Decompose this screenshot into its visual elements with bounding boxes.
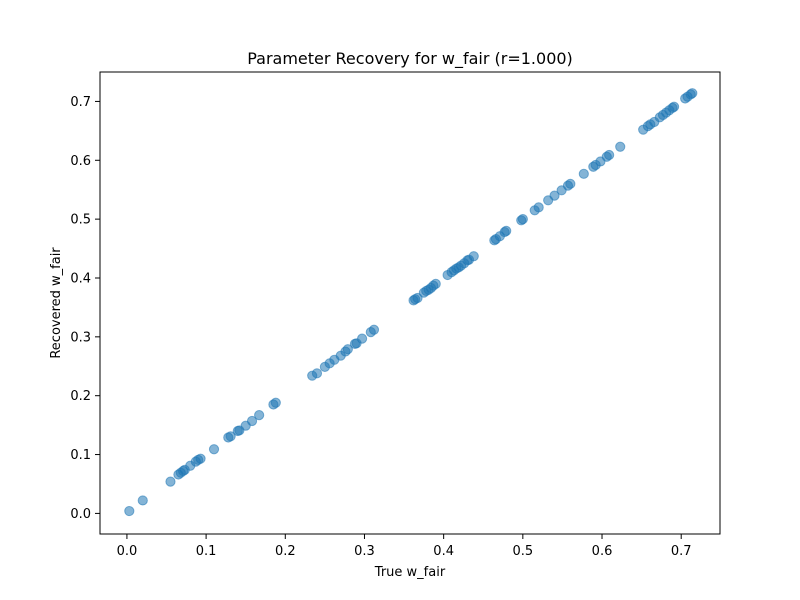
x-tick-label: 0.5 (512, 544, 533, 559)
data-point (368, 324, 380, 335)
data-point (430, 278, 441, 289)
data-point (517, 214, 528, 225)
x-tick-label: 0.2 (275, 544, 296, 559)
x-axis-label: True w_fair (374, 565, 446, 580)
data-point (225, 431, 236, 442)
data-point (356, 333, 368, 344)
data-point (165, 476, 176, 487)
data-point (270, 397, 281, 408)
data-point (254, 410, 265, 421)
x-ticks: 0.0 0.1 0.2 0.3 0.4 0.5 0.6 0.7 (117, 534, 692, 559)
x-tick-label: 0.6 (592, 544, 613, 559)
data-point (311, 368, 323, 379)
y-tick-label: 0.5 (70, 213, 91, 228)
data-point (501, 225, 512, 236)
data-point (208, 444, 220, 455)
x-tick-label: 0.0 (117, 544, 138, 559)
data-point (468, 251, 479, 262)
data-point (124, 505, 135, 517)
y-tick-label: 0.7 (70, 95, 91, 110)
data-point (246, 415, 258, 427)
y-tick-label: 0.6 (70, 154, 91, 169)
data-point (615, 141, 626, 152)
x-tick-label: 0.1 (196, 544, 217, 559)
data-point (668, 101, 680, 112)
chart-title: Parameter Recovery for w_fair (r=1.000) (247, 49, 573, 69)
y-tick-label: 0.1 (70, 448, 91, 463)
y-tick-label: 0.4 (70, 271, 91, 286)
data-point (604, 149, 615, 161)
y-tick-label: 0.2 (70, 389, 91, 404)
x-tick-label: 0.3 (354, 544, 375, 559)
data-point (687, 88, 698, 99)
points-layer (124, 88, 698, 517)
data-point (137, 495, 148, 506)
data-point (195, 453, 206, 464)
data-point (549, 190, 560, 201)
data-point (578, 168, 589, 179)
data-point (565, 178, 576, 189)
x-tick-label: 0.7 (671, 544, 692, 559)
y-tick-label: 0.0 (70, 507, 91, 522)
data-point (533, 202, 544, 213)
data-point (342, 344, 353, 355)
x-tick-label: 0.4 (433, 544, 454, 559)
y-tick-label: 0.3 (70, 330, 91, 345)
y-ticks: 0.0 0.1 0.2 0.3 0.4 0.5 0.6 0.7 (70, 95, 100, 522)
plot-frame (99, 71, 721, 535)
y-axis-label: Recovered w_fair (49, 247, 64, 359)
